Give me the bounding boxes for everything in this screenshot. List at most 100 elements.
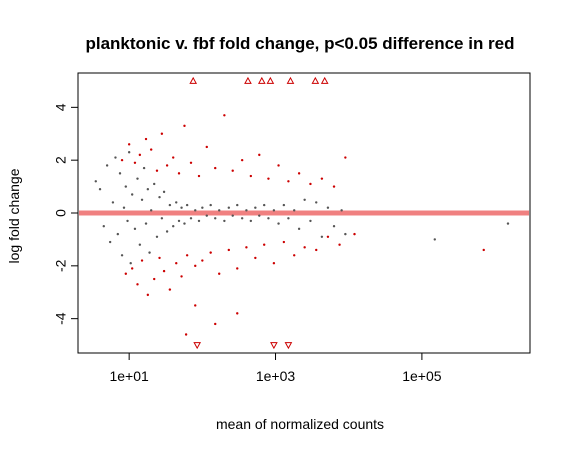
point-not-significant [223,219,226,223]
point-not-significant [120,254,124,257]
point-not-significant [506,222,510,225]
point-significant [155,169,159,172]
point-not-significant [155,235,159,238]
x-tick-label: 1e+03 [256,368,296,384]
point-not-significant [303,198,306,201]
point-not-significant [133,227,137,231]
point-not-significant [148,251,151,254]
point-not-significant [140,198,144,201]
point-significant [315,248,318,252]
clipped-point-marker [286,76,295,84]
point-not-significant [165,230,169,233]
point-significant [218,272,221,275]
chart-title: planktonic v. fbf fold change, p<0.05 di… [85,34,514,53]
point-significant [168,288,172,291]
point-significant [344,156,347,159]
point-not-significant [205,214,208,217]
point-not-significant [240,217,244,220]
point-not-significant [245,209,248,212]
point-significant [175,261,178,265]
point-significant [214,166,217,170]
point-not-significant [332,225,336,228]
point-not-significant [344,232,347,236]
point-not-significant [326,206,330,209]
point-not-significant [144,222,148,225]
point-not-significant [201,206,204,209]
point-not-significant [180,206,183,209]
point-not-significant [102,225,105,228]
point-significant [185,254,189,257]
point-not-significant [183,222,186,225]
point-significant [277,164,280,167]
point-not-significant [142,166,146,170]
clipped-point-marker [193,342,202,350]
point-not-significant [315,201,318,204]
point-not-significant [122,206,126,209]
point-not-significant [162,190,166,194]
point-not-significant [218,209,221,212]
point-not-significant [227,206,231,209]
point-significant [236,312,239,315]
point-not-significant [126,219,129,223]
y-axis: -4 -2 0 2 4 [53,103,78,325]
point-significant [149,148,153,151]
point-significant [165,164,169,167]
point-not-significant [272,209,276,212]
point-not-significant [172,225,175,228]
point-significant [320,177,324,180]
point-not-significant [118,172,122,175]
point-significant [272,261,276,265]
point-significant [144,137,148,141]
clipped-point-marker [284,342,293,350]
point-significant [254,256,257,260]
point-significant [162,269,166,273]
point-significant [205,145,208,149]
point-significant [258,153,261,157]
point-not-significant [214,217,217,220]
point-not-significant [297,227,301,231]
x-tick-label: 1e+01 [109,368,149,384]
point-significant [183,124,186,128]
point-not-significant [116,232,120,236]
point-significant [127,143,131,146]
point-significant [197,174,201,178]
point-significant [231,169,234,172]
x-axis-label: mean of normalized counts [216,416,384,432]
point-significant [120,158,124,162]
point-not-significant [231,214,234,217]
point-not-significant [254,206,257,209]
point-not-significant [277,222,280,225]
point-significant [133,161,137,165]
point-not-significant [130,193,134,196]
point-not-significant [197,219,201,223]
y-tick-label: -4 [53,312,69,325]
clipped-point-marker [270,342,278,350]
point-significant [282,240,286,244]
point-significant [267,177,270,180]
point-significant [194,264,197,268]
point-not-significant [236,203,239,207]
point-not-significant [138,243,142,246]
point-significant [245,246,248,249]
point-significant [194,304,197,307]
point-not-significant [153,182,156,186]
point-not-significant [111,201,115,204]
point-significant [297,172,301,175]
point-not-significant [209,203,212,207]
point-significant [184,333,188,336]
point-not-significant [124,185,128,188]
point-not-significant [129,261,132,265]
point-not-significant [293,209,296,212]
clipped-point-marker [257,76,266,84]
point-not-significant [340,209,343,212]
point-significant [227,248,231,252]
clipped-point-marker [266,76,275,84]
point-not-significant [320,235,324,238]
point-significant [209,251,212,254]
point-significant [353,232,356,236]
y-tick-label: 0 [53,209,69,217]
y-tick-label: 2 [53,156,69,164]
point-significant [236,267,239,270]
x-tick-label: 1e+05 [402,368,442,384]
point-not-significant [194,209,197,212]
